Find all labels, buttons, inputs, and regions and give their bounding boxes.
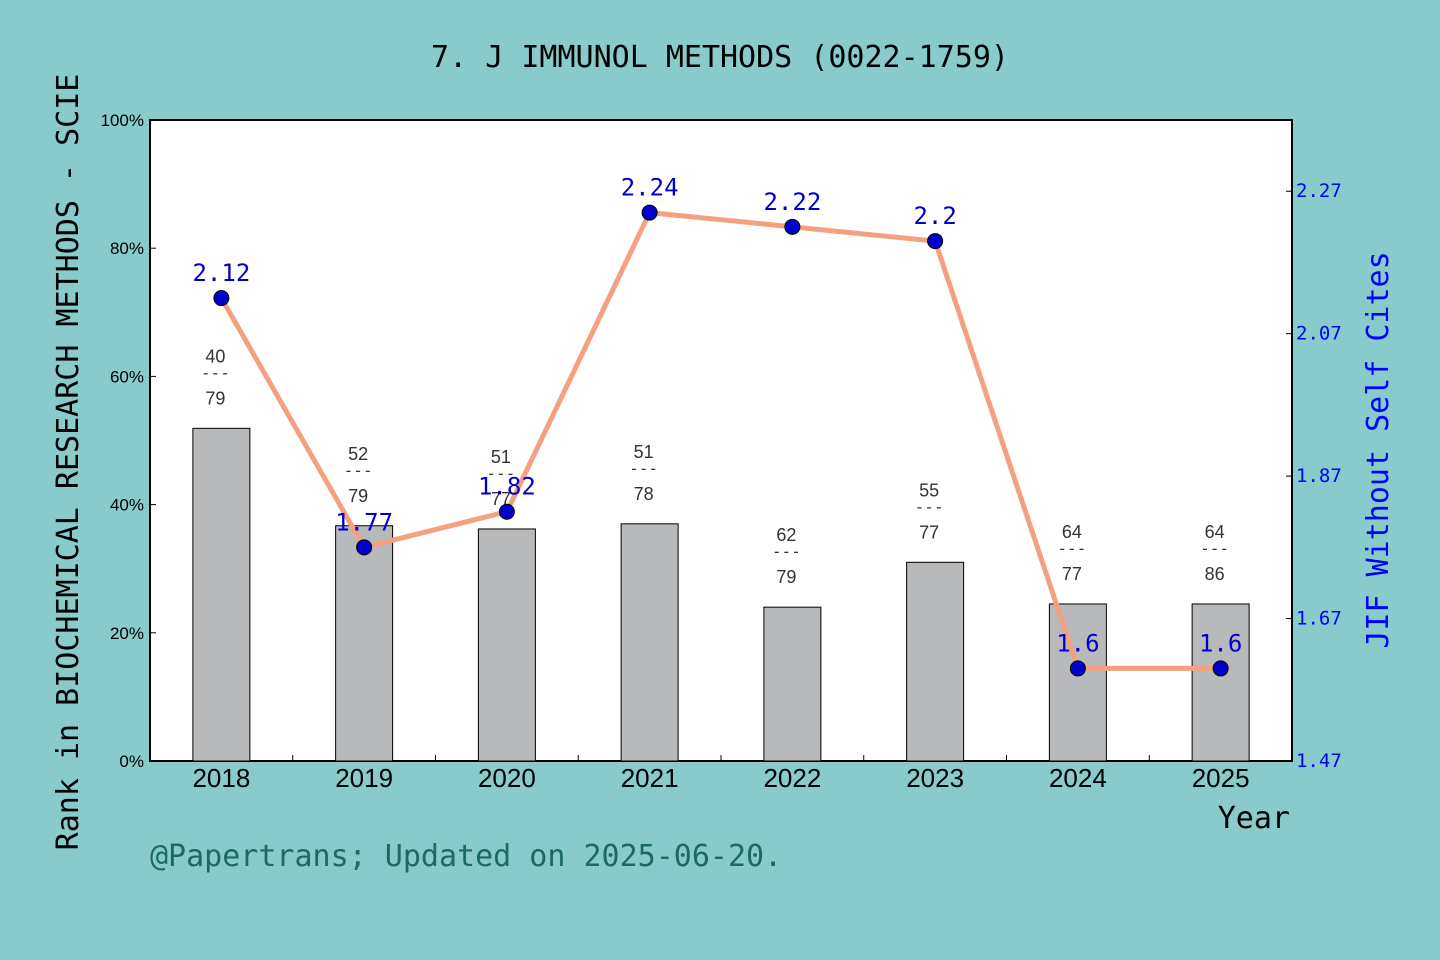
- jif-value-label: 2.2: [913, 202, 956, 230]
- jif-value-label: 2.12: [192, 259, 250, 287]
- plot-area: [149, 119, 1293, 762]
- bar-rank-label: 55: [919, 480, 939, 500]
- line-series: 2.12 1.77 1.82 2.24 2.22 2.2 1.6 1.6: [192, 174, 1242, 677]
- bar-total-label: 77: [1062, 564, 1082, 584]
- bar-separator-label: ---: [486, 464, 515, 483]
- bar-total-label: 79: [348, 486, 368, 506]
- bar: [1191, 603, 1250, 762]
- bar-rank-label: 52: [348, 444, 368, 464]
- bar: [477, 528, 536, 762]
- bar-rank-label: 62: [776, 525, 796, 545]
- bar-total-label: 77: [919, 522, 939, 542]
- bar-separator-label: ---: [1200, 539, 1229, 558]
- bar-separator-label: ---: [201, 363, 230, 382]
- bar: [763, 606, 822, 762]
- jif-point: [1069, 660, 1086, 677]
- bar-total-label: 79: [776, 567, 796, 587]
- jif-point: [498, 503, 515, 520]
- y-axis-label: Rank in BIOCHEMICAL RESEARCH METHODS - S…: [51, 74, 86, 851]
- bar-total-label: 79: [205, 388, 225, 408]
- left-tick-label: 0%: [119, 752, 144, 771]
- bar: [192, 427, 251, 762]
- left-tick-label: 20%: [110, 624, 144, 643]
- jif-value-label: 1.82: [478, 473, 536, 501]
- jif-point: [641, 204, 658, 221]
- bar: [906, 561, 965, 762]
- bar: [620, 523, 679, 762]
- bar-rank-label: 64: [1062, 522, 1082, 542]
- bar-separator-label: ---: [915, 497, 944, 516]
- jif-line: [218, 210, 1224, 671]
- footer-credit: @Papertrans; Updated on 2025-06-20.: [150, 839, 782, 874]
- bar-rank-label: 51: [491, 447, 511, 467]
- y2-axis-label: JIF Without Self Cites: [1361, 251, 1396, 648]
- bar-total-label: 86: [1205, 564, 1225, 584]
- left-tick-label: 80%: [110, 239, 144, 258]
- chart-title: 7. J IMMUNOL METHODS (0022-1759): [431, 40, 1009, 75]
- x-tick-label: 2018: [192, 763, 250, 793]
- right-tick-label: 1.47: [1296, 750, 1342, 772]
- bar-separator-label: ---: [772, 542, 801, 561]
- x-tick-label: 2019: [335, 763, 393, 793]
- x-tick-label: 2020: [478, 763, 536, 793]
- jif-value-label: 1.77: [335, 508, 393, 536]
- left-tick-label: 40%: [110, 496, 144, 515]
- bar-separator-label: ---: [344, 461, 373, 480]
- left-axis: 0% 20% 40% 60% 80% 100%: [101, 111, 156, 771]
- right-axis: 1.47 1.67 1.87 2.07 2.27: [1286, 180, 1342, 772]
- jif-point: [927, 233, 944, 250]
- bar-separator-label: ---: [1057, 539, 1086, 558]
- bar-separator-label: ---: [629, 459, 658, 478]
- jif-value-label: 1.6: [1199, 629, 1242, 657]
- left-tick-label: 100%: [101, 111, 144, 130]
- x-tick-label: 2024: [1049, 763, 1107, 793]
- bar-series: 40---7952---7951---7751---7862---7955---…: [192, 346, 1250, 762]
- x-axis: 2018 2019 2020 2021 2022 2023 2024 2025: [192, 755, 1250, 793]
- left-tick-label: 60%: [110, 367, 144, 386]
- jif-point: [784, 218, 801, 235]
- bar-rank-label: 64: [1205, 522, 1225, 542]
- x-tick-label: 2023: [906, 763, 964, 793]
- bar-total-label: 78: [634, 484, 654, 504]
- bar: [335, 525, 394, 762]
- x-tick-label: 2025: [1192, 763, 1250, 793]
- x-tick-label: 2022: [763, 763, 821, 793]
- jif-point: [1212, 660, 1229, 677]
- jif-point: [213, 290, 230, 307]
- right-tick-label: 2.07: [1296, 323, 1342, 345]
- right-tick-label: 1.87: [1296, 465, 1342, 487]
- right-tick-label: 1.67: [1296, 608, 1342, 630]
- jif-point: [356, 539, 373, 556]
- x-axis-label: Year: [1218, 801, 1290, 836]
- bar: [1048, 603, 1107, 762]
- jif-value-label: 1.6: [1056, 629, 1099, 657]
- bar-rank-label: 51: [634, 442, 654, 462]
- bar-rank-label: 40: [205, 346, 225, 366]
- jif-value-label: 2.24: [621, 174, 679, 202]
- x-tick-label: 2021: [621, 763, 679, 793]
- jif-value-label: 2.22: [763, 188, 821, 216]
- right-tick-label: 2.27: [1296, 180, 1342, 202]
